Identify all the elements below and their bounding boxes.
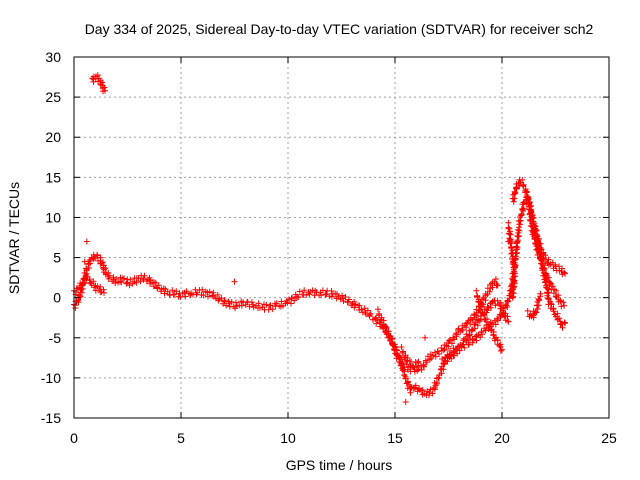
tick-labels: 0 5 10 15 20 25 -15 -10 -5 0 5 10 15 20 25 30 [41, 49, 617, 446]
x-axis-title: GPS time / hours [286, 457, 393, 473]
x-tick-label: 25 [601, 430, 617, 446]
y-axis-title: SDTVAR / TECUs [6, 182, 22, 294]
x-tick-label: 5 [177, 430, 185, 446]
y-tick-label: 15 [45, 169, 61, 185]
plot-frame [73, 56, 610, 419]
y-tick-label: 0 [53, 290, 61, 306]
x-tick-label: 0 [70, 430, 78, 446]
y-tick-label: -15 [41, 410, 61, 426]
y-tick-label: 20 [45, 129, 61, 145]
y-tick-label: 25 [45, 89, 61, 105]
chart-title: Day 334 of 2025, Sidereal Day-to-day VTE… [85, 21, 594, 37]
x-tick-label: 20 [494, 430, 510, 446]
x-tick-label: 10 [280, 430, 296, 446]
axis-ticks [73, 56, 610, 419]
y-tick-label: -10 [41, 370, 61, 386]
y-tick-label: 10 [45, 209, 61, 225]
y-tick-label: 30 [45, 49, 61, 65]
y-tick-label: -5 [49, 330, 62, 346]
x-tick-label: 15 [387, 430, 403, 446]
y-tick-label: 5 [53, 250, 61, 266]
